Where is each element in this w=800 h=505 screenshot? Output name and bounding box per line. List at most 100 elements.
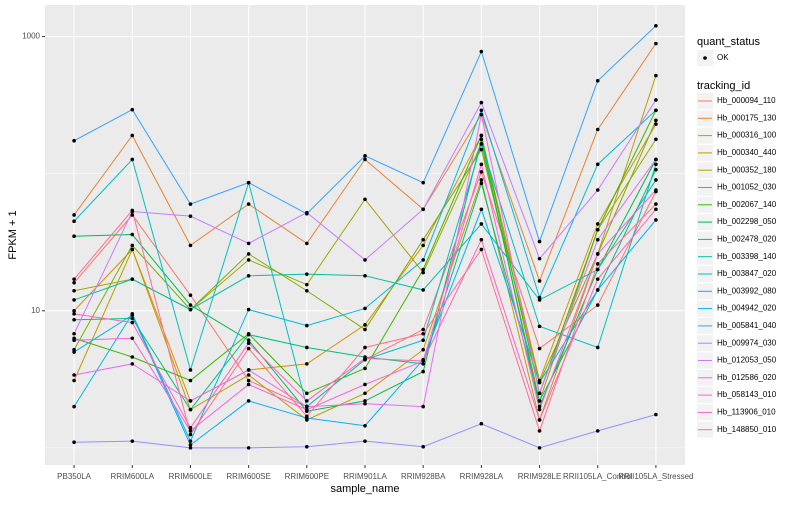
data-point — [537, 446, 542, 450]
data-point — [537, 295, 542, 300]
data-point — [246, 241, 251, 246]
data-point — [479, 49, 484, 54]
data-point — [130, 439, 135, 443]
data-point — [305, 362, 309, 366]
data-point — [130, 107, 135, 112]
x-tick-label: RRIM928BA — [401, 472, 446, 481]
data-point — [130, 157, 135, 162]
data-point — [421, 331, 425, 336]
data-point — [72, 288, 76, 293]
legend-label: Hb_000352_180 — [717, 165, 777, 174]
x-tick-label: RRIM928LA — [460, 472, 504, 481]
data-point — [246, 346, 251, 351]
data-point — [537, 404, 542, 409]
data-point — [654, 23, 658, 28]
data-point — [537, 399, 542, 403]
legend-label: Hb_002067_140 — [717, 200, 777, 209]
data-point — [246, 373, 251, 377]
data-point — [654, 202, 658, 206]
x-tick-label: RRIM600PE — [285, 472, 329, 481]
data-point — [305, 444, 309, 449]
data-point — [595, 78, 600, 83]
data-point — [72, 378, 76, 383]
data-point — [654, 41, 658, 46]
data-point — [305, 272, 309, 276]
data-point — [72, 312, 76, 316]
data-point — [363, 345, 367, 350]
y-tick-label: 1000 — [22, 32, 40, 41]
data-point — [363, 366, 367, 371]
legend-label: Hb_058143_010 — [717, 390, 777, 399]
data-point — [72, 213, 76, 217]
data-point — [479, 178, 484, 182]
legend-label: Hb_009974_030 — [717, 338, 777, 347]
data-point — [72, 404, 76, 409]
data-point — [246, 341, 251, 346]
data-point — [595, 429, 600, 433]
legend-label: Hb_003992_080 — [717, 286, 777, 295]
data-point — [72, 277, 76, 281]
data-point — [305, 241, 309, 246]
legend-title: tracking_id — [697, 80, 750, 92]
data-point — [246, 382, 251, 387]
data-point — [537, 279, 542, 283]
data-point — [421, 207, 425, 212]
data-point — [421, 359, 425, 363]
data-point — [537, 418, 542, 422]
data-point — [305, 399, 309, 403]
data-point — [188, 293, 193, 297]
data-point — [421, 369, 425, 374]
data-point — [363, 356, 367, 361]
x-tick-label: PB350LA — [57, 472, 91, 481]
data-point — [305, 407, 309, 412]
data-point — [479, 170, 484, 174]
data-point — [537, 239, 542, 244]
x-tick-label: RRIM600SE — [226, 472, 270, 481]
data-point — [479, 181, 484, 186]
legend-label: Hb_005841_040 — [717, 321, 777, 330]
data-point — [188, 378, 193, 383]
data-point — [188, 307, 193, 312]
data-point — [188, 426, 193, 430]
data-point — [363, 401, 367, 406]
data-point — [305, 323, 309, 328]
data-point — [537, 346, 542, 351]
x-tick-label: RRIM600LE — [169, 472, 213, 481]
data-point — [479, 112, 484, 117]
data-point — [363, 197, 367, 202]
data-point — [654, 218, 658, 222]
data-point — [130, 232, 135, 237]
data-point — [246, 332, 251, 337]
data-point — [421, 243, 425, 248]
data-point — [363, 327, 367, 332]
data-point — [595, 162, 600, 167]
data-point — [654, 162, 658, 167]
data-point — [421, 288, 425, 292]
data-point — [654, 118, 658, 123]
data-point — [188, 243, 193, 248]
data-point — [479, 247, 484, 252]
data-point — [595, 262, 600, 266]
data-point — [479, 162, 484, 167]
data-point — [363, 391, 367, 396]
data-point — [72, 440, 76, 444]
data-point — [421, 258, 425, 262]
data-point — [363, 258, 367, 262]
data-point — [654, 207, 658, 212]
data-point — [188, 446, 193, 450]
data-point — [479, 237, 484, 242]
legend-label: Hb_012586_020 — [717, 373, 777, 382]
data-point — [72, 280, 76, 285]
data-point — [654, 137, 658, 142]
y-tick-label: 10 — [31, 306, 40, 315]
data-point — [595, 127, 600, 132]
data-point — [363, 323, 367, 327]
data-point — [305, 404, 309, 409]
data-point — [246, 338, 251, 343]
data-point — [421, 338, 425, 343]
data-point — [305, 282, 309, 287]
data-point — [654, 73, 658, 78]
data-point — [595, 227, 600, 232]
